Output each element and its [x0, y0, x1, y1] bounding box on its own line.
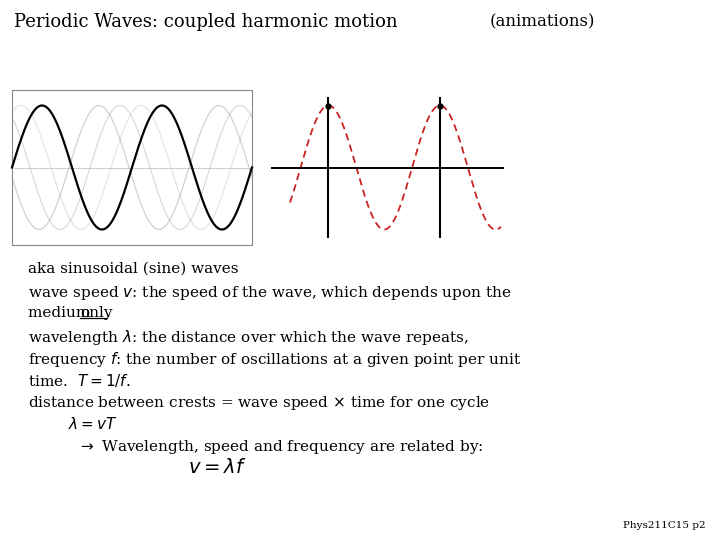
Text: $v = \lambda f$: $v = \lambda f$	[188, 458, 246, 477]
Text: wavelength $\lambda$: the distance over which the wave repeats,: wavelength $\lambda$: the distance over …	[28, 328, 469, 347]
Text: (animations): (animations)	[490, 13, 595, 30]
Text: only: only	[80, 306, 112, 320]
Text: wave speed $v$: the speed of the wave, which depends upon the: wave speed $v$: the speed of the wave, w…	[28, 284, 511, 302]
Text: medium: medium	[28, 306, 95, 320]
Text: Phys211C15 p2: Phys211C15 p2	[624, 521, 706, 530]
Text: $\to$ Wavelength, speed and frequency are related by:: $\to$ Wavelength, speed and frequency ar…	[78, 438, 484, 456]
Bar	[12, 90, 252, 245]
Text: aka sinusoidal (sine) waves: aka sinusoidal (sine) waves	[28, 262, 238, 276]
Text: time.  $T = 1/f.$: time. $T = 1/f.$	[28, 372, 130, 389]
Text: Periodic Waves: coupled harmonic motion: Periodic Waves: coupled harmonic motion	[14, 13, 397, 31]
Text: $\lambda = vT$: $\lambda = vT$	[68, 416, 118, 432]
Text: .: .	[106, 306, 111, 320]
Text: distance between crests = wave speed $\times$ time for one cycle: distance between crests = wave speed $\t…	[28, 394, 490, 412]
Text: frequency $f$: the number of oscillations at a given point per unit: frequency $f$: the number of oscillation…	[28, 350, 521, 369]
